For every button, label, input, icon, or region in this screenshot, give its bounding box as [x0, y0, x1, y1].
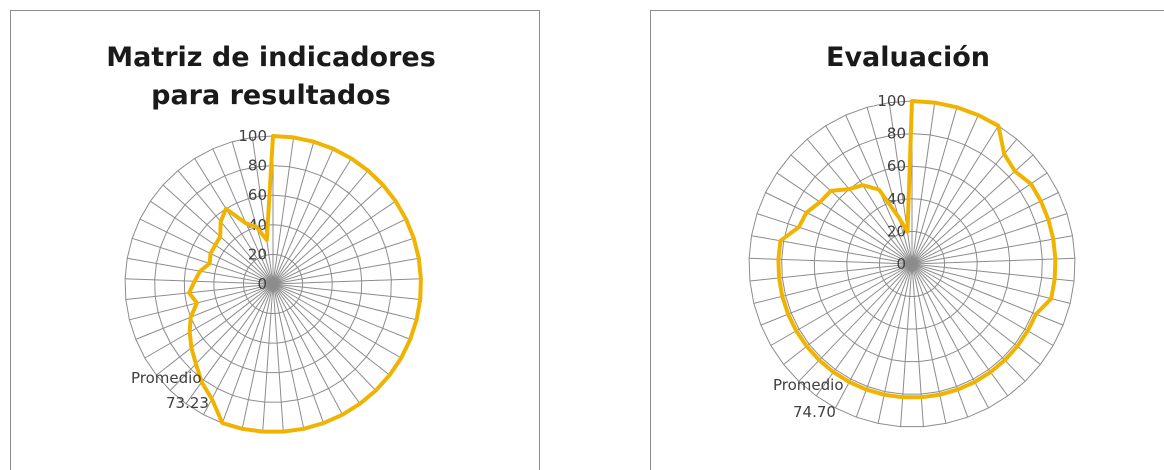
series-line [189, 136, 421, 432]
chart-title: para resultados [151, 80, 391, 111]
grid-spoke [912, 139, 1017, 264]
grid-spoke [273, 279, 421, 284]
chart-title: Matriz de indicadores [106, 42, 436, 73]
grid-spoke [912, 258, 1075, 264]
grid-spoke [273, 171, 368, 284]
promedio-value: 73.23 [166, 394, 209, 412]
grid-spoke [912, 264, 923, 427]
promedio-label: Promedio [773, 376, 844, 394]
promedio-label: Promedio [131, 369, 202, 387]
tick-label: 80 [887, 125, 906, 143]
grid-spoke [784, 264, 912, 364]
grid-spoke [273, 238, 414, 284]
grid-spoke [912, 103, 935, 264]
grid-spoke [273, 284, 390, 375]
tick-label: 60 [248, 186, 267, 204]
series-line [778, 101, 1055, 397]
grid-spoke [125, 279, 273, 284]
grid-spoke [912, 264, 1040, 364]
tick-label: 100 [238, 127, 267, 145]
grid-spoke [156, 284, 273, 375]
grid-spoke [912, 236, 1073, 264]
grid-spoke [912, 214, 1067, 264]
tick-label: 0 [896, 255, 906, 273]
tick-label: 80 [248, 157, 267, 175]
tick-label: 0 [257, 275, 267, 293]
grid-spoke [273, 185, 383, 284]
grid-spoke [749, 258, 912, 264]
promedio-value: 74.70 [793, 403, 836, 421]
chart-title: Evaluación [826, 42, 990, 73]
grid-spoke [273, 258, 419, 284]
tick-label: 20 [248, 245, 267, 263]
tick-label: 100 [877, 92, 906, 110]
grid-spoke [901, 264, 912, 427]
tick-label: 60 [887, 157, 906, 175]
